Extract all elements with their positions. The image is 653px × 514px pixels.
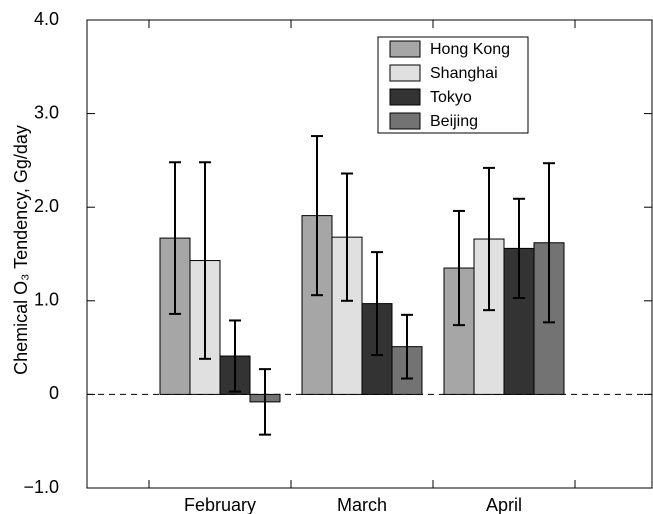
error-bar bbox=[229, 319, 241, 393]
error-bar bbox=[341, 172, 353, 302]
legend-label: Hong Kong bbox=[430, 41, 510, 58]
y-tick-label: 0 bbox=[49, 383, 59, 403]
plot-frame bbox=[86, 19, 653, 489]
x-tick-label: February bbox=[184, 495, 256, 514]
y-tick-label: 3.0 bbox=[34, 102, 59, 122]
legend-swatch bbox=[389, 40, 421, 58]
error-bar bbox=[169, 161, 181, 315]
error-bar bbox=[483, 166, 495, 312]
error-bar bbox=[371, 251, 383, 357]
error-bar bbox=[453, 209, 465, 327]
error-bar bbox=[259, 368, 271, 436]
legend-swatch bbox=[389, 64, 421, 82]
error-bar bbox=[543, 162, 555, 324]
y-tick-label: 4.0 bbox=[34, 9, 59, 29]
legend-label: Beijing bbox=[430, 113, 478, 130]
legend-swatch bbox=[389, 88, 421, 106]
error-bar bbox=[513, 197, 525, 299]
legend-label: Shanghai bbox=[430, 65, 498, 82]
bar bbox=[443, 267, 475, 395]
error-bar bbox=[311, 135, 323, 297]
y-axis-label: Chemical O₃ Tendency, Gg/day bbox=[11, 125, 31, 375]
legend-label: Tokyo bbox=[430, 89, 472, 106]
error-bar bbox=[401, 313, 413, 380]
x-tick-label: April bbox=[486, 495, 522, 514]
legend-swatch bbox=[389, 112, 421, 130]
error-bar bbox=[199, 161, 211, 360]
x-tick-label: March bbox=[337, 495, 387, 514]
y-tick-label: 2.0 bbox=[34, 196, 59, 216]
y-tick-label: 1.0 bbox=[34, 290, 59, 310]
y-tick-label: −1.0 bbox=[23, 477, 59, 497]
